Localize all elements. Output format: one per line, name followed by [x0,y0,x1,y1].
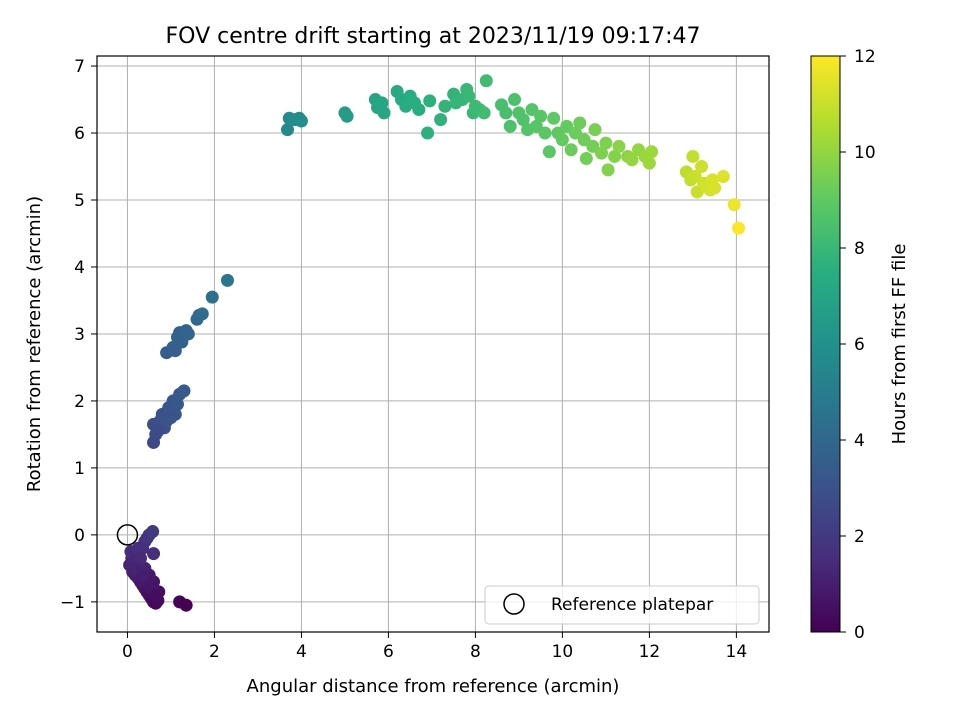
data-point [377,106,391,120]
data-point [375,96,389,110]
colorbar-tick-label: 12 [854,47,876,67]
data-point [438,99,452,113]
data-point [503,119,517,133]
y-tick-label: 6 [74,124,85,144]
data-point [695,160,709,174]
data-point [642,156,656,170]
data-point [164,411,178,425]
x-tick-label: 2 [209,642,220,662]
plot-frame [96,55,770,633]
grid-lines [97,56,769,632]
data-point [177,384,191,398]
data-point [516,113,530,127]
data-point [608,149,622,163]
data-point [534,109,548,123]
data-point [555,133,569,147]
colorbar-tick-label: 2 [854,527,865,547]
colorbar-tick-label: 8 [854,239,865,259]
y-tick-label: 5 [74,191,85,211]
data-point [170,397,184,411]
x-tick-label: 10 [552,642,574,662]
chart-title: FOV centre drift starting at 2023/11/19 … [166,24,701,49]
y-tick-label: 2 [74,392,85,412]
data-point [538,126,552,140]
y-tick-label: 7 [74,57,85,77]
data-point [133,551,147,565]
data-point [732,221,746,235]
data-point [599,136,613,150]
data-point [151,424,165,438]
data-point [595,146,609,160]
y-tick-label: 4 [74,258,85,278]
data-point [340,109,354,123]
data-point [542,145,556,159]
data-point [612,139,626,153]
x-tick-label: 12 [639,642,661,662]
data-point [499,106,513,120]
data-point [131,541,145,555]
data-point [127,561,141,575]
data-point [686,149,700,163]
data-point [727,198,741,212]
legend-marker [503,593,525,615]
data-point [579,151,593,165]
data-points [123,74,746,612]
data-point [181,327,195,341]
data-point [423,94,437,108]
x-tick-label: 6 [383,642,394,662]
data-point [625,153,639,167]
y-tick-label: −1 [60,593,85,613]
colorbar-tick-label: 0 [854,623,865,643]
data-point [412,103,426,117]
data-point [205,290,219,304]
data-point [708,181,722,195]
data-point [179,598,193,612]
y-tick-label: 0 [74,526,85,546]
data-point [195,307,209,321]
legend: Reference platepar [484,585,760,625]
y-tick-label: 1 [74,459,85,479]
colorbar-tick-label: 6 [854,335,865,355]
x-tick-label: 8 [470,642,481,662]
x-axis-ticks: 0 2 4 6 8 10 12 14 [122,632,747,662]
colorbar-ticks: 0 2 4 6 8 10 12 [840,47,876,643]
data-point [434,113,448,127]
colorbar-tick-label: 10 [854,143,876,163]
x-tick-label: 4 [296,642,307,662]
data-point [149,588,163,602]
data-point [573,116,587,130]
data-point [146,525,160,539]
data-point [462,89,476,103]
reference-platepar-marker [116,524,139,546]
colorbar-tick-label: 4 [854,431,865,451]
data-point [281,123,295,137]
legend-label: Reference platepar [551,595,713,615]
data-point [547,111,561,125]
data-point [220,273,234,287]
data-point [716,170,730,184]
y-tick-label: 3 [74,325,85,345]
y-axis-label: Rotation from reference (arcmin) [24,196,45,492]
colorbar [810,55,841,633]
data-point [601,163,615,177]
x-tick-label: 0 [122,642,133,662]
data-point [477,106,491,120]
data-point [479,74,493,88]
data-point [147,547,161,561]
data-point [508,93,522,107]
data-point [421,126,435,140]
x-axis-label: Angular distance from reference (arcmin) [247,676,620,697]
legend-box [484,585,760,625]
y-axis-ticks: −1 0 1 2 3 4 5 6 7 [60,57,97,613]
x-tick-label: 14 [726,642,748,662]
reference-marker-layer [116,524,139,546]
data-point [645,145,659,159]
data-point [588,123,602,137]
colorbar-label: Hours from first FF file [889,244,910,445]
data-point [564,143,578,157]
data-point [294,114,308,128]
